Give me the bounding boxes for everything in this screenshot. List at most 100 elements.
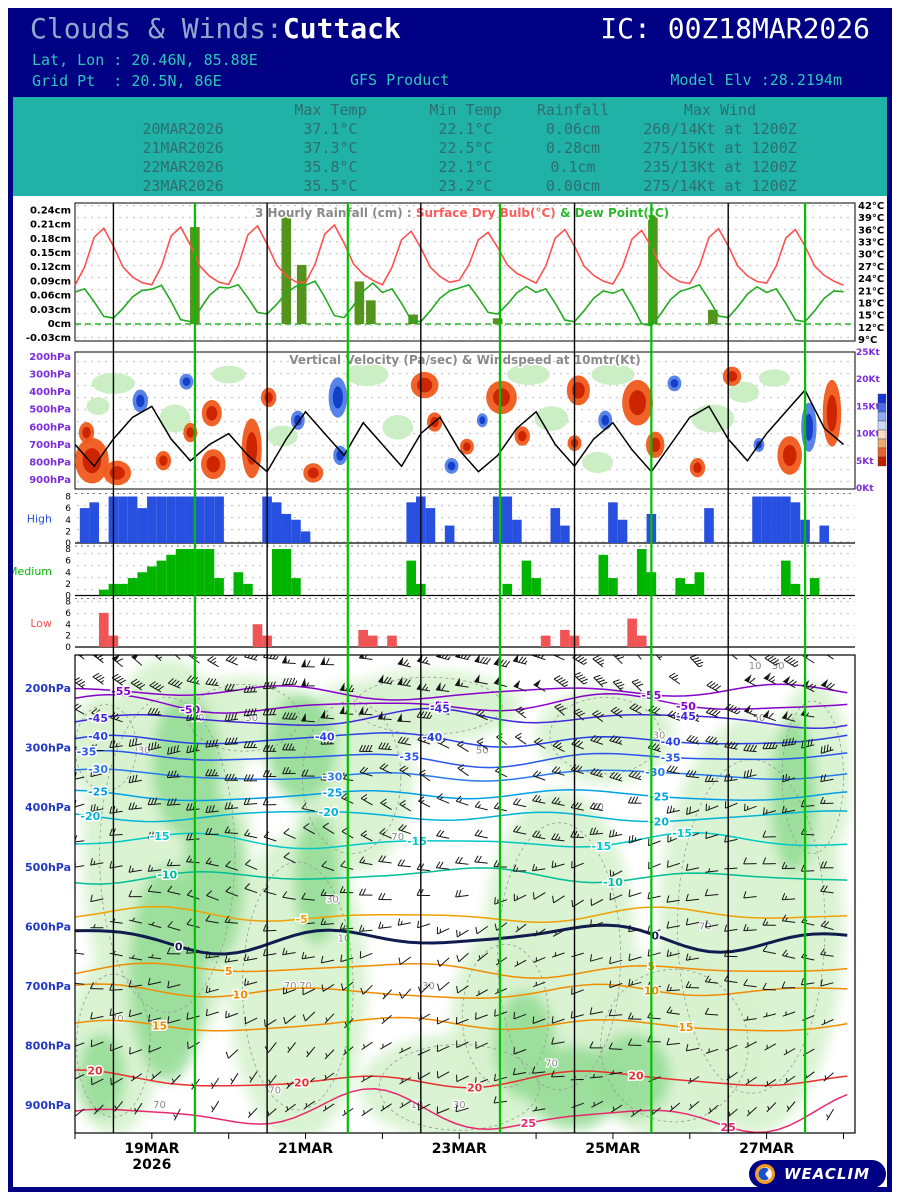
year-tick-label: 2026 bbox=[132, 1157, 171, 1173]
svg-text:700hPa: 700hPa bbox=[29, 440, 71, 451]
svg-text:15°C: 15°C bbox=[858, 311, 884, 322]
svg-text:39°C: 39°C bbox=[858, 213, 884, 224]
svg-text:-30: -30 bbox=[645, 766, 665, 779]
svg-text:0: 0 bbox=[65, 643, 71, 653]
svg-text:42°C: 42°C bbox=[858, 201, 884, 212]
svg-text:33°C: 33°C bbox=[858, 238, 884, 249]
svg-text:4: 4 bbox=[65, 620, 71, 630]
dry-bulb-line bbox=[74, 223, 844, 286]
svg-text:-35: -35 bbox=[399, 751, 419, 764]
svg-text:27°C: 27°C bbox=[858, 262, 884, 273]
svg-text:0.18cm: 0.18cm bbox=[30, 234, 71, 245]
cell-rainfall: 0.00cm bbox=[545, 177, 601, 195]
svg-text:5: 5 bbox=[225, 965, 233, 978]
page-title: Clouds & Winds:Cuttack bbox=[30, 12, 401, 45]
medium-cloud-panel: 8 64 2 0 Medium bbox=[8, 545, 855, 602]
svg-text:15: 15 bbox=[152, 1019, 167, 1032]
svg-text:12°C: 12°C bbox=[858, 323, 884, 334]
svg-text:70: 70 bbox=[268, 1085, 281, 1096]
p2-right-axis: 25Kt 20Kt 15Kt 10Kt 5Kt 0Kt bbox=[856, 348, 880, 494]
cell-max-temp: 35.8°C bbox=[303, 158, 358, 176]
medium-cloud-bars bbox=[99, 549, 820, 596]
p4-pressure-axis: 200hPa 300hPa 400hPa 500hPa 600hPa 700hPa 800h… bbox=[25, 682, 71, 1112]
cell-max-wind: 235/13Kt at 1200Z bbox=[643, 158, 797, 176]
cell-min-temp: 22.5°C bbox=[438, 139, 493, 157]
cell-min-temp: 23.2°C bbox=[438, 177, 493, 195]
p1-title: 3 Hourly Rainfall (cm) : Surface Dry Bul… bbox=[255, 206, 669, 220]
svg-text:24°C: 24°C bbox=[858, 274, 884, 285]
svg-text:900hPa: 900hPa bbox=[25, 1099, 71, 1112]
header-banner: Clouds & Winds:Cuttack IC: 00Z18MAR2026 … bbox=[8, 8, 892, 97]
cell-max-temp: 35.5°C bbox=[303, 177, 358, 195]
p1-right-axis: 42°C39°C36°C 33°C30°C27°C24°C21°C18°C 15°C… bbox=[858, 201, 884, 346]
cell-min-temp: 22.1°C bbox=[438, 120, 493, 138]
model-elevation: Model Elv :28.2194m bbox=[670, 71, 842, 89]
svg-text:70: 70 bbox=[153, 1100, 166, 1111]
daily-summary-table: Max Temp Min Temp Rainfall Max Wind 20MA… bbox=[13, 97, 887, 196]
svg-text:-25: -25 bbox=[323, 787, 343, 800]
product-name: GFS Product bbox=[350, 71, 450, 89]
svg-text:15: 15 bbox=[678, 1021, 693, 1034]
svg-text:-30: -30 bbox=[88, 763, 108, 776]
svg-text:0: 0 bbox=[65, 539, 71, 549]
svg-text:30°C: 30°C bbox=[858, 250, 884, 261]
svg-text:0.12cm: 0.12cm bbox=[30, 262, 71, 273]
svg-text:6: 6 bbox=[65, 504, 71, 514]
summary-row: 23MAR2026 35.5°C 23.2°C 0.00cm 275/14Kt at 1… bbox=[13, 177, 887, 196]
summary-rows: 20MAR2026 37.1°C 22.1°C 0.06cm 260/14Kt at 1… bbox=[13, 120, 887, 196]
svg-text:36°C: 36°C bbox=[858, 225, 884, 236]
cell-rainfall: 0.1cm bbox=[550, 158, 596, 176]
svg-text:800hPa: 800hPa bbox=[29, 457, 71, 468]
svg-text:-35: -35 bbox=[77, 745, 97, 758]
svg-text:0: 0 bbox=[651, 929, 659, 942]
svg-text:-25: -25 bbox=[88, 786, 108, 799]
cell-date: 21MAR2026 bbox=[142, 139, 224, 157]
svg-text:20: 20 bbox=[467, 1082, 483, 1095]
svg-text:15Kt: 15Kt bbox=[856, 402, 880, 412]
svg-text:-25: -25 bbox=[649, 791, 669, 804]
svg-text:0.03cm: 0.03cm bbox=[30, 305, 71, 316]
svg-text:30: 30 bbox=[453, 1100, 466, 1111]
svg-text:8: 8 bbox=[65, 598, 71, 608]
grid-point: Grid Pt : 20.5N, 86E bbox=[32, 72, 222, 90]
lat-lon: Lat, Lon : 20.46N, 85.88E bbox=[32, 51, 258, 69]
svg-text:10: 10 bbox=[749, 661, 762, 672]
svg-text:-20: -20 bbox=[319, 806, 339, 819]
svg-text:300hPa: 300hPa bbox=[25, 742, 71, 755]
svg-text:400hPa: 400hPa bbox=[29, 387, 71, 398]
svg-text:0.09cm: 0.09cm bbox=[30, 276, 71, 287]
svg-text:-40: -40 bbox=[315, 731, 335, 744]
svg-text:200hPa: 200hPa bbox=[25, 682, 71, 695]
svg-text:30: 30 bbox=[326, 895, 339, 906]
svg-text:-10: -10 bbox=[157, 869, 177, 882]
svg-text:-50: -50 bbox=[430, 699, 450, 712]
title-prefix: Clouds & Winds: bbox=[30, 12, 283, 45]
summary-row: 21MAR2026 37.3°C 22.5°C 0.28cm 275/15Kt at 1… bbox=[13, 139, 887, 158]
logo-text: WEACLIM bbox=[783, 1165, 870, 1183]
svg-text:0cm: 0cm bbox=[48, 319, 71, 330]
svg-text:25: 25 bbox=[521, 1117, 536, 1130]
dew-point-line bbox=[74, 280, 844, 327]
svg-text:10: 10 bbox=[233, 989, 249, 1002]
svg-text:-45: -45 bbox=[676, 710, 696, 723]
high-cloud-panel: 86 42 0 High bbox=[27, 493, 855, 549]
contour-labels: -55-55-50-50-50-45-45-45-40-40-40-40-35-… bbox=[75, 683, 737, 1135]
svg-text:20: 20 bbox=[628, 1070, 644, 1083]
svg-text:600hPa: 600hPa bbox=[29, 422, 71, 433]
svg-text:-15: -15 bbox=[407, 835, 427, 848]
svg-text:20Kt: 20Kt bbox=[856, 375, 880, 385]
svg-text:400hPa: 400hPa bbox=[25, 801, 71, 814]
station-name: Cuttack bbox=[282, 12, 401, 45]
svg-text:-10: -10 bbox=[603, 876, 623, 889]
col-max-temp: Max Temp bbox=[294, 101, 367, 119]
cell-max-wind: 275/14Kt at 1200Z bbox=[643, 177, 797, 195]
high-label: High bbox=[27, 512, 52, 525]
svg-text:21°C: 21°C bbox=[858, 286, 884, 297]
low-label: Low bbox=[30, 617, 52, 630]
svg-text:2: 2 bbox=[65, 527, 71, 537]
svg-text:300hPa: 300hPa bbox=[29, 370, 71, 381]
svg-text:-30: -30 bbox=[323, 770, 343, 783]
cell-date: 23MAR2026 bbox=[142, 177, 224, 195]
date-tick-label: 19MAR bbox=[124, 1141, 179, 1157]
